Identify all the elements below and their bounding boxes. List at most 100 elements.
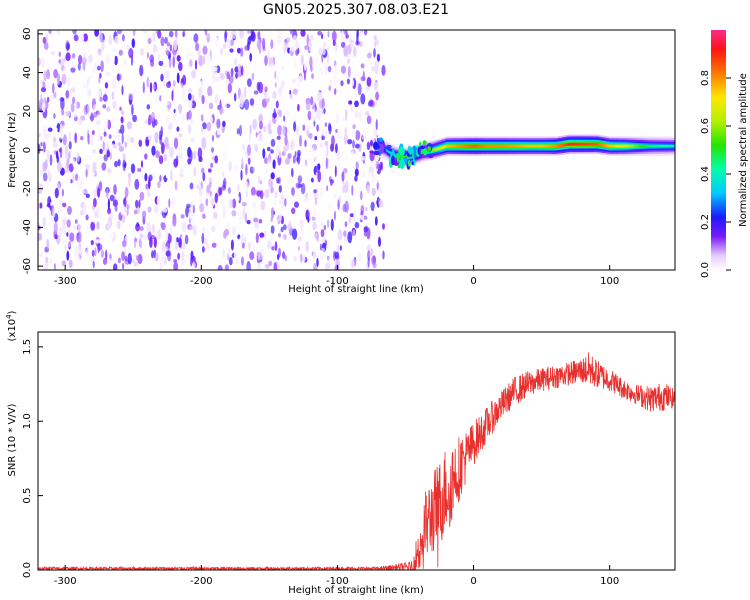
heatmap-noise-cell <box>116 130 120 141</box>
heatmap-signal-cell <box>619 144 621 148</box>
heatmap-noise-cell <box>270 186 274 194</box>
heatmap-noise-cell <box>174 180 178 191</box>
heatmap-noise-cell <box>207 168 212 173</box>
heatmap-noise-cell <box>201 137 207 149</box>
heatmap-noise-cell <box>57 73 61 86</box>
snr-y-tick-label: 1.5 <box>22 339 33 355</box>
heatmap-noise-cell <box>77 176 81 182</box>
heatmap-noise-cell <box>196 184 200 190</box>
heatmap-signal-cell <box>534 144 537 148</box>
heatmap-noise-cell <box>277 124 282 136</box>
heatmap-noise-cell <box>361 156 367 161</box>
heatmap-noise-cell <box>373 128 378 137</box>
heatmap-noise-cell <box>118 129 122 134</box>
heatmap-noise-cell <box>276 177 280 184</box>
heatmap-noise-cell <box>46 133 51 138</box>
heatmap-noise-cell <box>168 198 171 208</box>
heatmap-noise-cell <box>249 251 255 261</box>
heatmap-noise-cell <box>272 90 277 100</box>
heatmap-noise-cell <box>49 30 52 35</box>
heatmap-noise-cell <box>173 158 178 168</box>
heatmap-signal-cell <box>498 144 500 148</box>
heatmap-noise-cell <box>332 75 338 87</box>
heatmap-noise-cell <box>316 257 319 267</box>
heatmap-signal-cell <box>639 144 642 148</box>
heatmap-noise-cell <box>374 216 378 226</box>
snr-frame <box>37 331 676 571</box>
heatmap-noise-cell <box>45 33 49 45</box>
heatmap-noise-cell <box>144 119 148 125</box>
heatmap-signal-cell <box>447 144 450 148</box>
heatmap-noise-cell <box>305 99 311 111</box>
heatmap-signal-cell <box>574 142 576 146</box>
heatmap-noise-cell <box>98 48 102 56</box>
spectrogram-y-tick-label: 0 <box>22 147 33 153</box>
heatmap-noise-cell <box>319 252 324 261</box>
heatmap-noise-cell <box>347 231 353 244</box>
heatmap-noise-cell <box>64 145 69 156</box>
heatmap-noise-cell <box>116 30 122 35</box>
heatmap-noise-cell <box>46 96 50 103</box>
heatmap-noise-cell <box>280 226 284 233</box>
heatmap-noise-cell <box>124 141 127 148</box>
heatmap-noise-cell <box>295 49 299 56</box>
heatmap-noise-cell <box>179 32 182 37</box>
heatmap-noise-cell <box>296 125 299 137</box>
heatmap-noise-cell <box>252 167 255 172</box>
heatmap-noise-cell <box>287 223 292 231</box>
heatmap-noise-cell <box>207 85 213 97</box>
heatmap-noise-cell <box>345 30 348 40</box>
heatmap-noise-cell <box>355 161 359 170</box>
heatmap-signal-cell <box>666 144 669 148</box>
heatmap-noise-cell <box>77 234 80 242</box>
heatmap-noise-cell <box>354 168 359 177</box>
heatmap-noise-cell <box>317 31 323 36</box>
heatmap-noise-cell <box>344 126 348 137</box>
heatmap-noise-cell <box>307 216 310 223</box>
heatmap-noise-cell <box>304 45 309 51</box>
heatmap-noise-cell <box>187 246 190 256</box>
heatmap-noise-cell <box>135 199 139 209</box>
heatmap-signal-cell <box>537 144 540 148</box>
heatmap-noise-cell <box>296 156 299 162</box>
heatmap-signal-cell <box>526 144 529 148</box>
heatmap-noise-cell <box>192 224 197 237</box>
heatmap-noise-cell <box>187 99 193 108</box>
heatmap-noise-cell <box>176 237 179 243</box>
heatmap-signal-cell <box>514 144 516 148</box>
heatmap-noise-cell <box>373 41 377 48</box>
heatmap-noise-cell <box>156 229 162 240</box>
heatmap-noise-cell <box>65 183 72 195</box>
heatmap-noise-cell <box>231 226 236 235</box>
heatmap-noise-cell <box>109 232 115 240</box>
heatmap-signal-cell <box>376 137 379 143</box>
heatmap-noise-cell <box>354 175 358 182</box>
heatmap-noise-cell <box>209 116 213 123</box>
heatmap-noise-cell <box>297 246 300 251</box>
heatmap-noise-cell <box>283 224 287 231</box>
heatmap-noise-cell <box>113 144 117 149</box>
heatmap-noise-cell <box>228 257 233 266</box>
heatmap-noise-cell <box>94 209 98 218</box>
heatmap-noise-cell <box>113 263 118 270</box>
heatmap-noise-cell <box>138 238 142 248</box>
heatmap-noise-cell <box>290 46 295 52</box>
heatmap-noise-cell <box>188 210 194 222</box>
heatmap-noise-cell <box>366 76 372 87</box>
heatmap-signal-cell <box>449 144 451 148</box>
heatmap-noise-cell <box>304 192 309 199</box>
heatmap-noise-cell <box>180 214 185 219</box>
heatmap-noise-cell <box>165 50 170 57</box>
heatmap-noise-cell <box>278 86 283 97</box>
heatmap-noise-cell <box>100 60 104 73</box>
heatmap-noise-cell <box>232 30 237 39</box>
heatmap-noise-cell <box>157 54 161 63</box>
heatmap-noise-cell <box>257 262 261 270</box>
heatmap-signal-cell <box>672 144 674 148</box>
heatmap-noise-cell <box>373 205 379 216</box>
heatmap-noise-cell <box>221 185 227 191</box>
heatmap-noise-cell <box>154 119 158 126</box>
heatmap-noise-cell <box>278 68 284 75</box>
heatmap-noise-cell <box>177 153 183 159</box>
heatmap-noise-cell <box>333 210 337 221</box>
